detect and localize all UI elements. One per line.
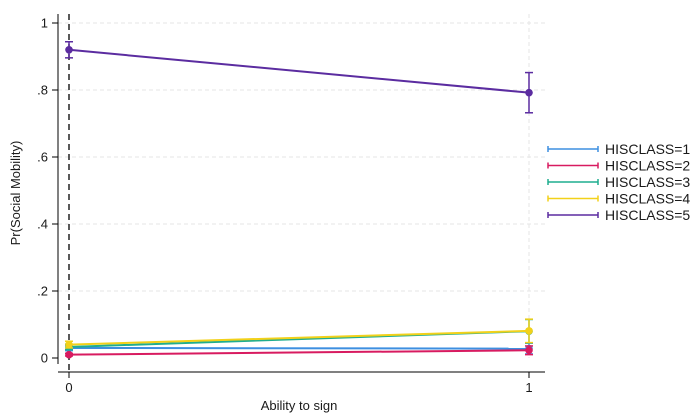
y-axis-title: Pr(Social Mobility)	[8, 141, 23, 246]
series-layer	[65, 41, 533, 359]
data-point	[65, 340, 73, 349]
x-tick-label: 0	[65, 380, 72, 395]
data-point	[525, 327, 533, 335]
data-point	[525, 88, 533, 97]
legend-label: HISCLASS=4	[605, 191, 690, 207]
series-line	[68, 329, 530, 346]
legend-item: HISCLASS=5	[547, 207, 690, 223]
legend: HISCLASS=1HISCLASS=2HISCLASS=3HISCLASS=4…	[547, 141, 690, 223]
series-3	[65, 318, 533, 351]
data-point	[65, 350, 73, 359]
y-tick-label: .4	[37, 217, 48, 232]
legend-label: HISCLASS=5	[605, 207, 690, 223]
legend-item: HISCLASS=4	[547, 191, 690, 207]
grid	[58, 14, 545, 358]
data-point	[65, 46, 73, 54]
y-tick-label: .8	[37, 83, 48, 98]
x-tick-label: 1	[525, 380, 532, 395]
legend-item: HISCLASS=3	[547, 174, 690, 190]
series-5	[65, 41, 533, 114]
y-tick-label: 1	[41, 16, 48, 31]
series-line	[68, 48, 530, 94]
tick-labels: 0 .2 .4 .6 .8 1 0 1	[37, 16, 532, 396]
y-tick-label: .2	[37, 284, 48, 299]
data-point	[525, 346, 533, 355]
x-axis-title: Ability to sign	[261, 398, 338, 413]
legend-label: HISCLASS=3	[605, 174, 690, 190]
series-2	[65, 345, 533, 359]
axes	[52, 14, 545, 378]
series-line	[68, 346, 530, 350]
legend-item: HISCLASS=1	[547, 141, 690, 157]
legend-item: HISCLASS=2	[547, 158, 690, 174]
series-4	[65, 318, 533, 349]
y-tick-label: 0	[41, 351, 48, 366]
legend-label: HISCLASS=1	[605, 141, 690, 157]
series-line	[68, 349, 530, 356]
legend-label: HISCLASS=2	[605, 158, 690, 174]
y-tick-label: .6	[37, 150, 48, 165]
